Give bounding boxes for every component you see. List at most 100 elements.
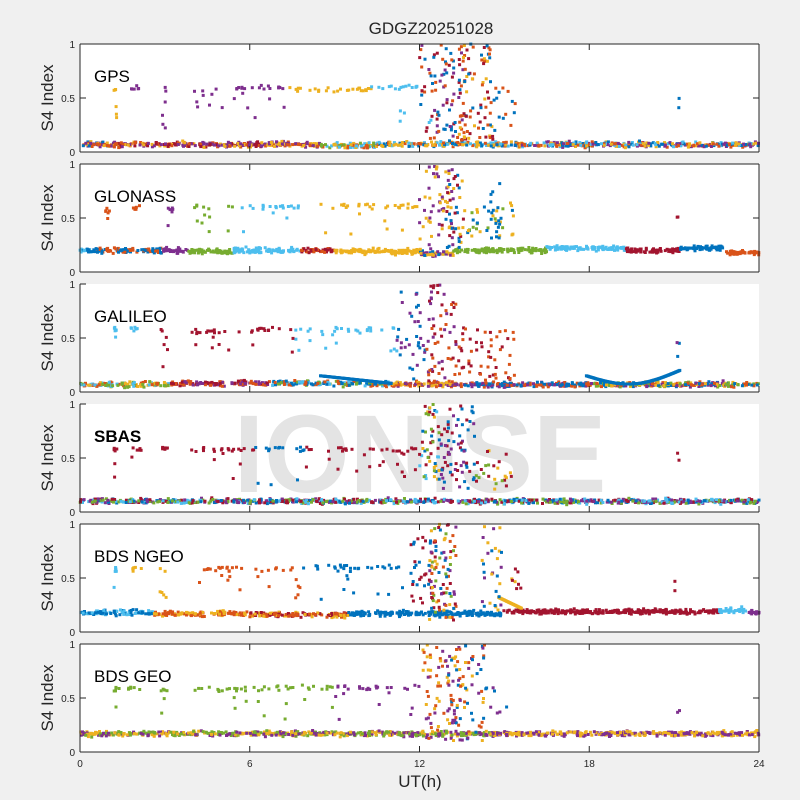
y-tick-label: 0.5 bbox=[61, 214, 75, 225]
data-point bbox=[475, 381, 479, 385]
data-point bbox=[484, 464, 488, 468]
data-point bbox=[245, 143, 249, 147]
data-point bbox=[460, 248, 463, 252]
data-point bbox=[211, 498, 215, 501]
data-point bbox=[339, 144, 343, 147]
data-point bbox=[374, 382, 377, 386]
data-point bbox=[349, 146, 352, 149]
data-point bbox=[532, 501, 535, 505]
data-point bbox=[475, 461, 479, 465]
y-axis-label: S4 Index bbox=[38, 184, 57, 252]
data-point bbox=[426, 370, 430, 374]
data-point bbox=[581, 142, 585, 146]
data-point bbox=[339, 446, 343, 450]
data-point bbox=[508, 377, 512, 380]
data-point bbox=[377, 250, 381, 254]
data-point bbox=[654, 497, 658, 501]
data-point bbox=[216, 499, 220, 503]
data-point bbox=[503, 385, 507, 389]
data-point bbox=[359, 89, 363, 93]
data-point bbox=[365, 382, 369, 386]
data-point bbox=[460, 138, 463, 142]
data-point bbox=[515, 498, 519, 502]
data-point bbox=[429, 74, 433, 78]
data-point bbox=[504, 143, 508, 147]
data-point bbox=[648, 250, 652, 254]
data-point bbox=[452, 230, 456, 234]
data-point bbox=[673, 500, 677, 504]
data-point bbox=[305, 142, 309, 146]
data-point bbox=[119, 141, 123, 145]
data-point bbox=[487, 143, 491, 147]
data-point bbox=[494, 86, 498, 90]
data-point bbox=[428, 71, 432, 75]
data-point bbox=[355, 144, 358, 148]
data-point bbox=[408, 311, 412, 315]
data-point bbox=[366, 250, 370, 254]
data-point bbox=[519, 246, 523, 250]
data-point bbox=[347, 88, 351, 92]
data-point bbox=[126, 143, 130, 147]
data-point bbox=[450, 473, 454, 477]
data-point bbox=[651, 497, 655, 501]
data-point bbox=[677, 247, 681, 251]
data-point bbox=[267, 380, 271, 384]
data-point bbox=[465, 130, 469, 133]
data-point bbox=[431, 369, 435, 373]
data-point bbox=[419, 250, 422, 254]
data-point bbox=[425, 126, 429, 130]
data-point bbox=[506, 250, 510, 254]
data-point bbox=[528, 381, 532, 385]
data-point bbox=[591, 142, 595, 146]
data-point bbox=[436, 291, 440, 295]
data-point bbox=[209, 250, 213, 254]
data-point bbox=[394, 497, 398, 501]
data-point bbox=[93, 499, 97, 503]
data-point bbox=[734, 141, 738, 145]
data-point bbox=[466, 486, 470, 490]
data-point bbox=[681, 500, 685, 504]
data-point bbox=[333, 329, 337, 333]
data-point bbox=[445, 312, 449, 316]
data-point bbox=[301, 501, 305, 505]
data-point bbox=[150, 145, 154, 149]
data-point bbox=[232, 447, 236, 451]
data-point bbox=[457, 359, 461, 363]
data-point bbox=[447, 452, 451, 456]
data-point bbox=[555, 244, 559, 248]
data-point bbox=[477, 476, 481, 480]
data-point bbox=[446, 205, 450, 209]
data-point bbox=[242, 447, 246, 451]
data-point bbox=[436, 477, 440, 481]
data-point bbox=[91, 383, 95, 387]
data-point bbox=[128, 380, 132, 384]
data-point bbox=[199, 143, 203, 146]
data-point bbox=[400, 252, 404, 255]
data-point bbox=[450, 168, 454, 172]
data-point bbox=[513, 143, 517, 147]
data-point bbox=[474, 340, 478, 344]
data-point bbox=[248, 501, 252, 505]
data-point bbox=[741, 145, 745, 149]
data-point bbox=[203, 213, 207, 217]
data-point bbox=[498, 220, 502, 224]
data-point bbox=[105, 247, 109, 251]
data-point bbox=[100, 251, 104, 255]
data-point bbox=[417, 144, 421, 148]
data-point bbox=[277, 499, 281, 503]
data-point bbox=[448, 183, 452, 186]
data-point bbox=[754, 141, 758, 145]
data-point bbox=[295, 382, 299, 386]
data-point bbox=[200, 221, 204, 225]
data-point bbox=[458, 63, 462, 67]
data-point bbox=[420, 65, 424, 69]
data-point bbox=[397, 327, 401, 331]
data-point bbox=[594, 384, 598, 388]
data-point bbox=[432, 475, 436, 479]
data-point bbox=[95, 384, 99, 388]
data-point bbox=[436, 283, 440, 287]
data-point bbox=[504, 452, 508, 456]
data-point bbox=[464, 327, 467, 331]
data-point bbox=[429, 118, 433, 122]
